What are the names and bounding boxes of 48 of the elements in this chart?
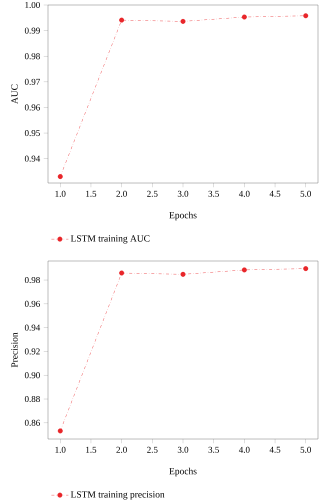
point — [180, 272, 186, 277]
y-tick-label: 0.96 — [24, 300, 40, 307]
x-tick-label: 1.0 — [55, 190, 66, 197]
x-tick-label: 2.0 — [116, 446, 127, 453]
x-tick-label: 3.0 — [178, 190, 188, 197]
x-tick-label: 2.5 — [147, 190, 158, 197]
x-tick-label: 3.5 — [208, 190, 219, 197]
y-tick-label: 0.90 — [24, 372, 40, 378]
x-tick-label: 1.5 — [86, 446, 96, 453]
point — [242, 14, 247, 20]
y-tick-label: 0.88 — [24, 396, 40, 402]
point — [58, 174, 63, 180]
y-tick-label: 0.86 — [24, 420, 40, 426]
x-axis-title: Epochs — [169, 468, 197, 476]
x-tick-label: 5.0 — [300, 190, 311, 197]
x-tick-label: 1.0 — [55, 446, 66, 453]
x-tick-label: 4.0 — [238, 190, 250, 197]
x-tick-label: 3.5 — [208, 446, 219, 453]
y-tick-label: 0.96 — [24, 104, 40, 110]
x-tick-label: 4.5 — [270, 190, 280, 197]
point — [180, 18, 186, 24]
x-tick-label: 3.0 — [178, 446, 188, 453]
x-tick-label: 4.5 — [270, 446, 280, 453]
y-axis-title: Precision — [11, 332, 18, 368]
legend-label: LSTM training AUC — [70, 235, 150, 244]
x-tick-label: 2.5 — [147, 446, 158, 453]
y-tick-label: 0.97 — [24, 78, 40, 85]
y-tick-label: 0.94 — [24, 324, 40, 331]
y-tick-label: 0.95 — [24, 130, 40, 136]
x-tick-label: 4.0 — [238, 446, 250, 453]
point — [303, 13, 308, 18]
point — [303, 266, 308, 272]
point — [58, 428, 63, 434]
x-tick-label: 1.5 — [86, 190, 96, 197]
y-tick-label: 0.98 — [24, 276, 40, 284]
legend-label: LSTM training precision — [70, 491, 165, 500]
y-tick-label: 0.99 — [24, 28, 40, 34]
x-tick-label: 5.0 — [300, 446, 311, 453]
point — [119, 18, 124, 23]
y-tick-label: 0.94 — [24, 156, 40, 162]
x-axis-title: Epochs — [169, 212, 197, 220]
x-tick-label: 2.0 — [116, 190, 127, 197]
point — [242, 267, 247, 272]
y-axis-title: AUC — [11, 84, 18, 104]
y-tick-label: 0.92 — [24, 348, 40, 354]
y-tick-label: 0.98 — [24, 53, 40, 60]
point — [119, 270, 124, 276]
y-tick-label: 1.00 — [25, 2, 40, 8]
